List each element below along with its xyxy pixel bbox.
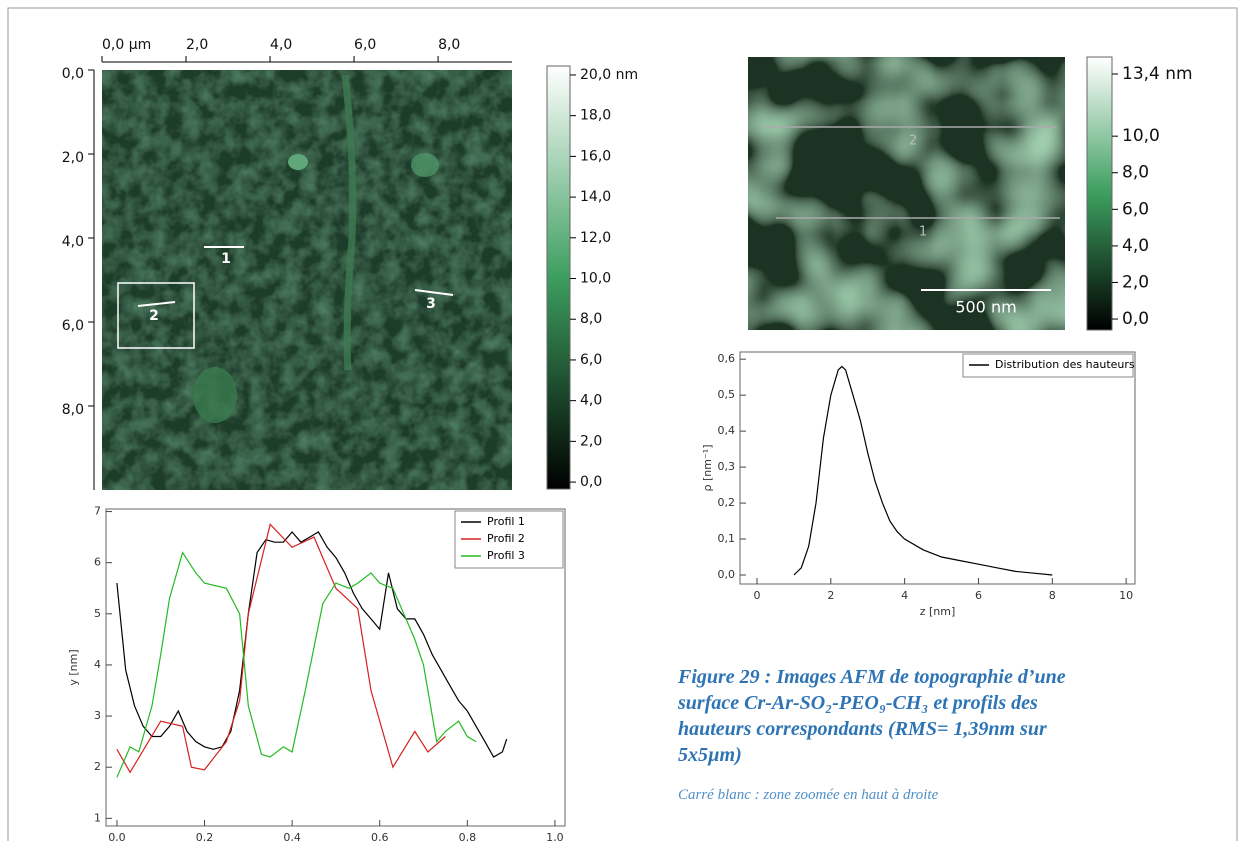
legend-label: Profil 3 <box>487 549 525 562</box>
x-tick-label: 4,0 <box>270 37 292 53</box>
data-line <box>116 551 477 778</box>
caption-note: Carré blanc : zone zoomée en haut à droi… <box>678 787 939 803</box>
legend-label: Profil 2 <box>487 532 525 545</box>
y-axis-title: ρ [nm⁻¹] <box>701 445 714 492</box>
y-axis-title: y [nm] <box>67 649 80 685</box>
y-tick-label: 0,4 <box>718 424 736 437</box>
y-tick-label: 4,0 <box>62 234 84 250</box>
y-tick-label: 0,0 <box>718 568 736 581</box>
data-line <box>116 523 446 774</box>
afm-feature <box>341 74 357 371</box>
caption-line: hauteurs correspondants (RMS= 1,39nm sur <box>678 718 1047 740</box>
colorbar-tick-label: 2,0 <box>1122 272 1149 292</box>
profile-label: 1 <box>919 225 927 240</box>
colorbar-tick-label: 6,0 <box>1122 199 1149 219</box>
plot-frame <box>105 508 566 827</box>
colorbar-tick-label: 0,0 <box>580 474 602 490</box>
y-tick-label: 1 <box>94 811 101 824</box>
x-tick-label: 0,6 <box>371 831 389 841</box>
x-tick-label: 0,0 µm <box>102 37 151 53</box>
scale-bar-label: 500 nm <box>955 298 1016 317</box>
colorbar-tick-label: 4,0 <box>1122 236 1149 256</box>
x-tick-label: 8,0 <box>438 37 460 53</box>
colorbar <box>546 65 571 490</box>
colorbar-tick-label: 2,0 <box>580 433 602 449</box>
y-tick-label: 0,1 <box>718 532 736 545</box>
caption-line: surface Cr-Ar-SO₂-PEO₉-CH₃ et profils de… <box>677 692 1038 714</box>
colorbar-tick-label: 18,0 <box>580 108 611 124</box>
x-tick-label: 0 <box>753 589 760 602</box>
caption-line: 5x5µm) <box>678 744 742 766</box>
x-tick-label: 0,4 <box>283 831 301 841</box>
y-tick-label: 6 <box>94 556 101 569</box>
legend-label: Distribution des hauteurs <box>995 358 1135 371</box>
colorbar <box>1086 56 1113 331</box>
profile-label: 2 <box>149 308 159 324</box>
profile-label: 3 <box>426 296 436 312</box>
y-tick-label: 2 <box>94 760 101 773</box>
colorbar-tick-label: 14,0 <box>580 189 611 205</box>
y-tick-label: 0,2 <box>718 496 736 509</box>
page-border <box>7 7 1238 841</box>
zoom-square <box>117 282 195 349</box>
x-tick-label: 0,0 <box>108 831 126 841</box>
legend-label: Profil 1 <box>487 515 525 528</box>
colorbar-tick-label: 8,0 <box>1122 163 1149 183</box>
x-tick-label: 8 <box>1049 589 1056 602</box>
plot-frame <box>739 351 1136 585</box>
y-tick-label: 4 <box>94 658 101 671</box>
y-tick-label: 5 <box>94 607 101 620</box>
profile-line <box>414 289 454 296</box>
profile-label: 1 <box>221 251 231 267</box>
caption-line: Figure 29 : Images AFM de topographie d’… <box>677 666 1066 688</box>
x-tick-label: 6 <box>975 589 982 602</box>
afm-zoom-image <box>748 57 1065 330</box>
colorbar-tick-label: 12,0 <box>580 230 611 246</box>
colorbar-tick-label: 10,0 <box>580 271 611 287</box>
profile-label: 2 <box>909 134 917 149</box>
colorbar-tick-label: 10,0 <box>1122 126 1160 146</box>
colorbar-tick-label: 8,0 <box>580 311 602 327</box>
colorbar-tick-label: 6,0 <box>580 352 602 368</box>
x-tick-label: 0,2 <box>196 831 214 841</box>
legend-box <box>962 353 1134 378</box>
y-tick-label: 0,6 <box>718 352 736 365</box>
x-tick-label: 4 <box>901 589 908 602</box>
y-tick-label: 0,0 <box>62 66 84 82</box>
x-tick-label: 0,8 <box>459 831 477 841</box>
y-tick-label: 0,3 <box>718 460 736 473</box>
colorbar-tick-label: 13,4 nm <box>1122 64 1193 84</box>
y-tick-label: 6,0 <box>62 318 84 334</box>
afm-image <box>102 70 512 490</box>
afm-feature <box>288 154 308 170</box>
x-tick-label: 2 <box>827 589 834 602</box>
y-tick-label: 7 <box>94 505 101 518</box>
x-tick-label: 2,0 <box>186 37 208 53</box>
x-tick-label: 10 <box>1119 589 1133 602</box>
colorbar-tick-label: 20,0 nm <box>580 67 638 83</box>
y-tick-label: 3 <box>94 709 101 722</box>
y-tick-label: 2,0 <box>62 150 84 166</box>
afm-feature <box>411 153 439 177</box>
x-tick-label: 6,0 <box>354 37 376 53</box>
y-tick-label: 0,5 <box>718 388 736 401</box>
colorbar-tick-label: 16,0 <box>580 148 611 164</box>
x-axis-title: z [nm] <box>920 605 956 618</box>
y-tick-label: 8,0 <box>62 402 84 418</box>
afm-feature <box>193 367 237 423</box>
colorbar-tick-label: 0,0 <box>1122 309 1149 329</box>
profile-line <box>137 301 176 307</box>
data-line <box>793 365 1053 576</box>
x-tick-label: 1,0 <box>546 831 564 841</box>
colorbar-tick-label: 4,0 <box>580 393 602 409</box>
data-line <box>116 531 508 758</box>
